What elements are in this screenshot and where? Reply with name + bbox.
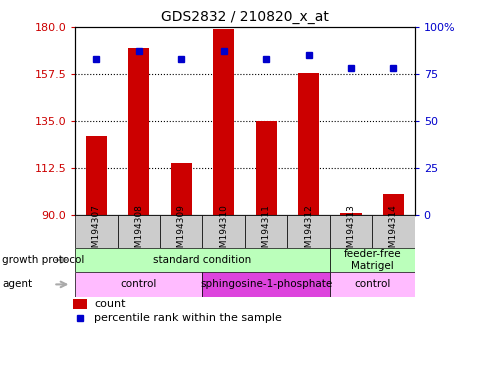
Text: GSM194313: GSM194313	[346, 204, 355, 259]
Bar	[128, 48, 149, 215]
Bar	[212, 29, 234, 215]
Text: control: control	[121, 280, 157, 290]
Text: GSM194311: GSM194311	[261, 204, 270, 259]
Text: sphingosine-1-phosphate: sphingosine-1-phosphate	[199, 280, 332, 290]
Bar	[202, 215, 244, 248]
Text: GSM194314: GSM194314	[388, 204, 397, 259]
Bar	[297, 73, 318, 215]
Text: standard condition: standard condition	[153, 255, 251, 265]
Text: GSM194312: GSM194312	[303, 204, 313, 259]
Title: GDS2832 / 210820_x_at: GDS2832 / 210820_x_at	[161, 10, 328, 25]
Bar	[340, 213, 361, 215]
Bar	[329, 215, 372, 248]
Bar	[255, 121, 276, 215]
Text: growth protocol: growth protocol	[2, 255, 85, 265]
Text: control: control	[353, 280, 390, 290]
Bar	[73, 300, 87, 309]
Text: agent: agent	[2, 280, 32, 290]
Bar	[244, 215, 287, 248]
Bar	[86, 136, 107, 215]
Bar	[117, 215, 160, 248]
Bar	[372, 215, 414, 248]
Bar	[329, 248, 414, 272]
Bar	[170, 163, 192, 215]
Text: GSM194307: GSM194307	[91, 204, 101, 259]
Text: count: count	[94, 300, 125, 310]
Bar	[75, 215, 117, 248]
Bar	[75, 272, 202, 296]
Bar	[382, 194, 403, 215]
Text: GSM194309: GSM194309	[176, 204, 185, 259]
Bar	[75, 248, 329, 272]
Bar	[287, 215, 329, 248]
Bar	[329, 272, 414, 296]
Text: percentile rank within the sample: percentile rank within the sample	[94, 313, 282, 323]
Bar	[160, 215, 202, 248]
Text: feeder-free
Matrigel: feeder-free Matrigel	[343, 249, 400, 271]
Bar	[202, 272, 329, 296]
Text: GSM194310: GSM194310	[219, 204, 228, 259]
Text: GSM194308: GSM194308	[134, 204, 143, 259]
